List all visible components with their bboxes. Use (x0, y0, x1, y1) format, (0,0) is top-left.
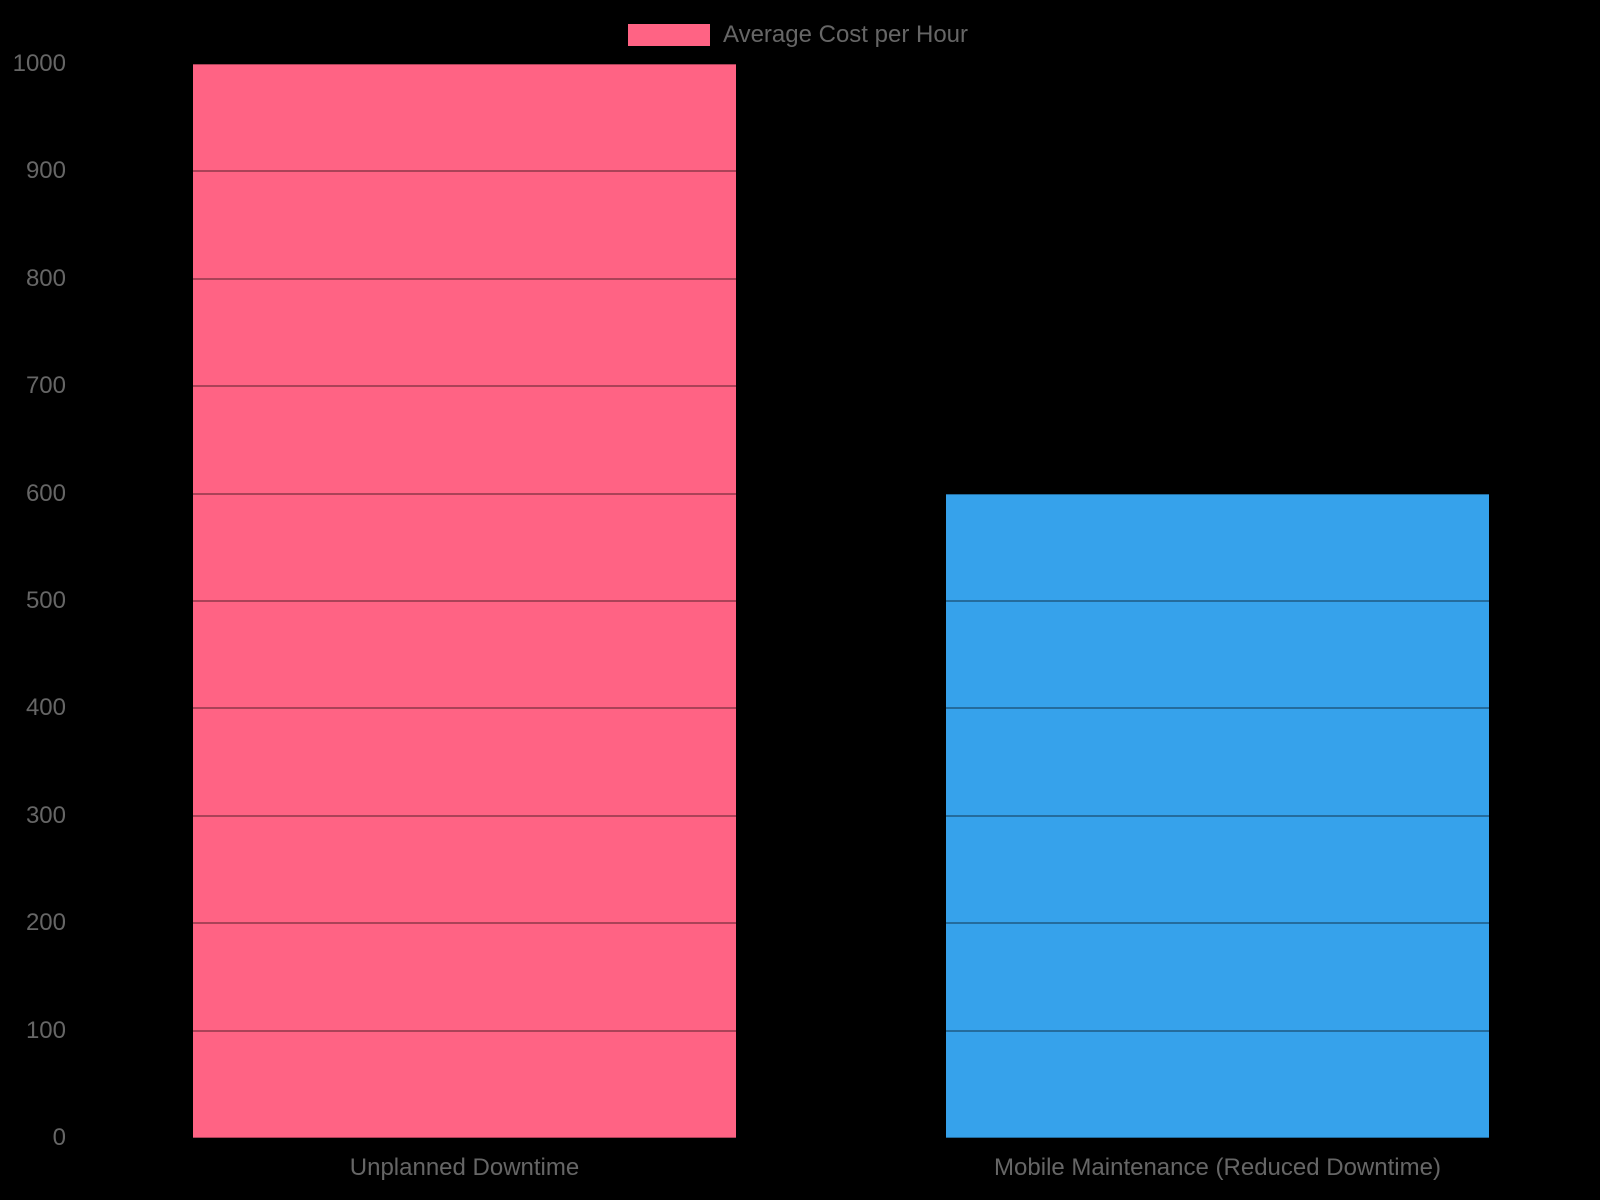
y-tick-label-400: 400 (25, 694, 66, 721)
y-tick-label-300: 300 (25, 802, 66, 829)
gridline-200 (88, 922, 1594, 924)
y-tick-label-200: 200 (25, 909, 66, 936)
x-axis: Unplanned Downtime Mobile Maintenance (Re… (88, 1154, 1594, 1186)
y-tick-label-600: 600 (25, 480, 66, 507)
gridline-1000 (88, 63, 1594, 65)
y-tick-label-500: 500 (25, 587, 66, 614)
plot-area (88, 63, 1594, 1139)
y-tick-label-800: 800 (25, 265, 66, 292)
gridline-900 (88, 170, 1594, 172)
gridline-600 (88, 493, 1594, 495)
legend-label: Average Cost per Hour (723, 21, 969, 48)
chart-legend-item[interactable]: Average Cost per Hour (628, 21, 968, 49)
gridline-0 (88, 1137, 1594, 1139)
gridline-400 (88, 707, 1594, 709)
bar-mobile-maintenance-reduced-downtime[interactable] (946, 493, 1489, 1138)
bar-unplanned-downtime[interactable] (193, 64, 736, 1138)
y-tick-label-700: 700 (25, 372, 66, 399)
gridline-300 (88, 815, 1594, 817)
x-label-unplanned-downtime: Unplanned Downtime (349, 1154, 580, 1181)
gridline-700 (88, 385, 1594, 387)
gridline-500 (88, 600, 1594, 602)
y-axis: 0 100 200 300 400 500 600 700 800 900 1000 (0, 50, 66, 1151)
y-tick-label-100: 100 (25, 1017, 66, 1044)
y-tick-label-900: 900 (25, 157, 66, 184)
gridline-800 (88, 278, 1594, 280)
legend-swatch (628, 24, 710, 46)
gridline-100 (88, 1030, 1594, 1032)
y-tick-label-0: 0 (52, 1124, 66, 1151)
y-tick-label-1000: 1000 (12, 50, 66, 77)
x-label-mobile-maintenance-reduced-downtime: Mobile Maintenance (Reduced Downtime) (994, 1154, 1441, 1181)
